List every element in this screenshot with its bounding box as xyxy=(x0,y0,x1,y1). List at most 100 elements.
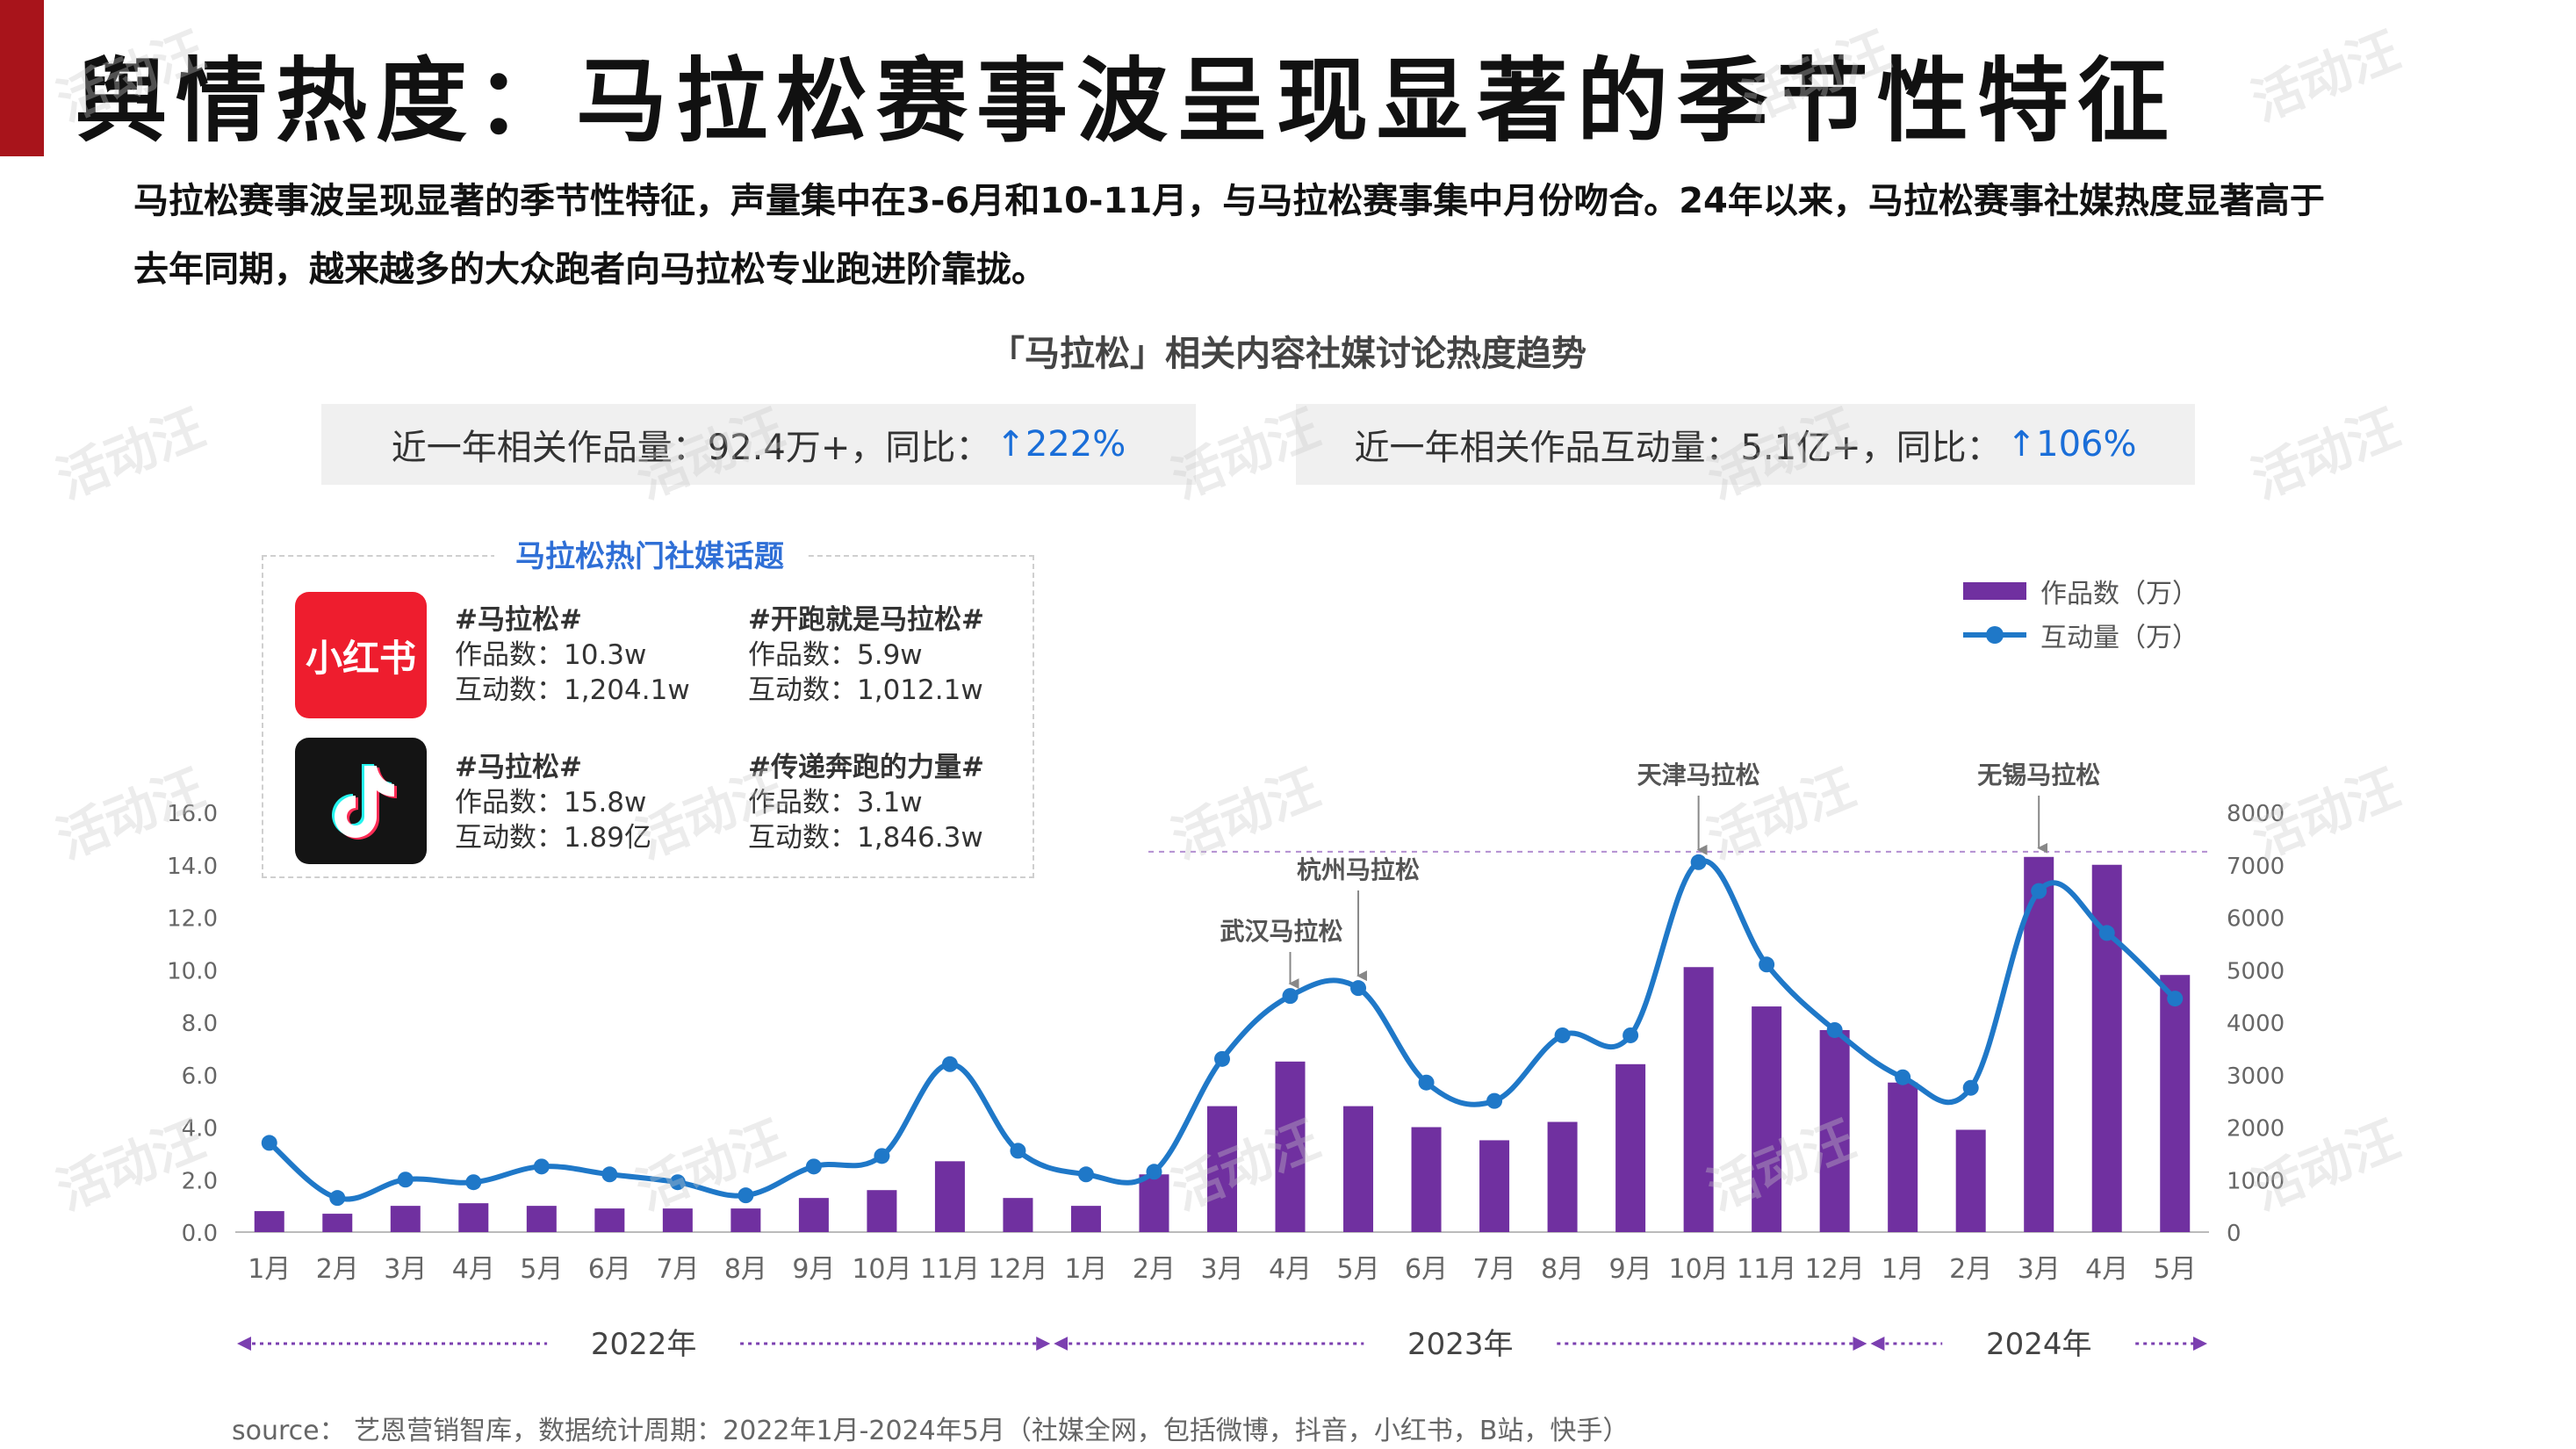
y-right-tick-label: 6000 xyxy=(2227,906,2285,933)
x-tick-label: 4月 xyxy=(2085,1254,2128,1285)
y-right-tick-label: 0 xyxy=(2227,1221,2241,1247)
y-right-tick-label: 2000 xyxy=(2227,1116,2285,1143)
bar-works xyxy=(934,1161,965,1232)
point-interactions xyxy=(397,1171,414,1188)
x-tick-label: 1月 xyxy=(1064,1254,1107,1285)
source-note: source： 艺恩营销智库，数据统计周期：2022年1月-2024年5月（社媒… xyxy=(232,1416,1630,1446)
point-interactions xyxy=(2167,991,2184,1007)
x-tick-label: 8月 xyxy=(1541,1254,1584,1285)
point-interactions xyxy=(1010,1143,1026,1159)
x-tick-label: 1月 xyxy=(248,1254,291,1285)
douyin-icon xyxy=(332,764,397,840)
x-tick-label: 6月 xyxy=(588,1254,631,1285)
bar-works xyxy=(2024,856,2054,1232)
y-left-tick-label: 2.0 xyxy=(182,1168,218,1194)
point-interactions xyxy=(1895,1069,1911,1085)
x-tick-label: 8月 xyxy=(724,1254,767,1285)
x-tick-label: 7月 xyxy=(1473,1254,1516,1285)
bar-works xyxy=(254,1211,284,1232)
chart-title: 「马拉松」相关内容社媒讨论热度趋势 xyxy=(989,334,1587,374)
x-tick-label: 9月 xyxy=(1609,1254,1652,1285)
chart-legend: 作品数（万） 互动量（万） xyxy=(1963,569,2198,657)
x-tick-label: 5月 xyxy=(520,1254,563,1285)
x-tick-label: 12月 xyxy=(1805,1254,1865,1285)
x-tick-label: 11月 xyxy=(920,1254,980,1285)
x-tick-label: 10月 xyxy=(852,1254,911,1285)
x-tick-label: 2月 xyxy=(316,1254,359,1285)
bar-works xyxy=(1139,1174,1169,1232)
topic-dy-2: #传递奔跑的力量# 作品数：3.1w 互动数：1,846.3w xyxy=(748,752,984,854)
x-tick-label: 2月 xyxy=(1949,1254,1992,1285)
point-interactions xyxy=(1554,1027,1571,1043)
douyin-logo xyxy=(295,738,427,864)
y-left-tick-label: 10.0 xyxy=(167,958,218,984)
bar-works xyxy=(594,1208,625,1232)
year-label: 2024年 xyxy=(1986,1327,2092,1362)
point-interactions xyxy=(1486,1092,1503,1109)
bar-works xyxy=(1207,1106,1237,1232)
y-left-tick-label: 4.0 xyxy=(182,1116,218,1143)
topic-xhs-2: #开跑就是马拉松# 作品数：5.9w 互动数：1,012.1w xyxy=(748,604,984,706)
stat-box-works: 近一年相关作品量：92.4万+，同比： ↑222% xyxy=(321,404,1196,485)
stat-box-interactions: 近一年相关作品互动量：5.1亿+，同比： ↑106% xyxy=(1296,404,2195,485)
point-interactions xyxy=(1214,1050,1230,1067)
x-tick-label: 3月 xyxy=(384,1254,427,1285)
bar-works xyxy=(526,1206,557,1232)
accent-bar xyxy=(0,0,44,156)
annotation-label: 杭州马拉松 xyxy=(1297,855,1420,884)
y-right-tick-label: 3000 xyxy=(2227,1063,2285,1090)
point-interactions xyxy=(1350,980,1367,997)
point-interactions xyxy=(669,1174,686,1191)
point-interactions xyxy=(1146,1164,1162,1180)
bar-works xyxy=(1888,1082,1918,1232)
y-right-tick-label: 8000 xyxy=(2227,801,2285,827)
bar-works xyxy=(1819,1029,1850,1232)
x-tick-label: 4月 xyxy=(1269,1254,1312,1285)
bar-works xyxy=(867,1190,897,1232)
x-tick-label: 11月 xyxy=(1737,1254,1796,1285)
bar-works xyxy=(458,1203,489,1232)
point-interactions xyxy=(738,1187,754,1204)
summary-text: 马拉松赛事波呈现显著的季节性特征，声量集中在3-6月和10-11月，与马拉松赛事… xyxy=(133,181,2325,290)
bar-works xyxy=(798,1198,829,1232)
point-interactions xyxy=(1759,956,1775,973)
x-tick-label: 3月 xyxy=(2018,1254,2061,1285)
x-tick-label: 3月 xyxy=(1200,1254,1243,1285)
point-interactions xyxy=(1623,1027,1639,1043)
point-interactions xyxy=(2098,925,2115,941)
topic-dy-1: #马拉松# 作品数：15.8w 互动数：1.89亿 xyxy=(455,752,652,854)
bar-works xyxy=(1479,1140,1510,1232)
x-tick-label: 1月 xyxy=(1882,1254,1925,1285)
point-interactions xyxy=(1690,854,1707,870)
y-left-tick-label: 14.0 xyxy=(167,854,218,880)
y-left-tick-label: 8.0 xyxy=(182,1011,218,1037)
year-label: 2023年 xyxy=(1407,1327,1514,1362)
y-left-tick-label: 16.0 xyxy=(167,801,218,827)
bar-works xyxy=(1955,1129,1986,1232)
point-interactions xyxy=(1826,1021,1843,1038)
y-right-tick-label: 1000 xyxy=(2227,1168,2285,1194)
bar-works xyxy=(1547,1121,1578,1232)
x-tick-label: 9月 xyxy=(792,1254,835,1285)
annotation-label: 武汉马拉松 xyxy=(1220,917,1343,946)
y-right-tick-label: 4000 xyxy=(2227,1011,2285,1037)
legend-item-works: 作品数（万） xyxy=(1963,569,2198,613)
y-right-tick-label: 7000 xyxy=(2227,854,2285,880)
legend-item-interactions: 互动量（万） xyxy=(1963,613,2198,657)
point-interactions xyxy=(329,1190,346,1207)
y-left-tick-label: 6.0 xyxy=(182,1063,218,1090)
point-interactions xyxy=(941,1056,958,1072)
bar-works xyxy=(1752,1006,1782,1232)
bar-works xyxy=(322,1214,353,1232)
legend-line-swatch xyxy=(1963,626,2026,644)
point-interactions xyxy=(261,1135,277,1151)
point-interactions xyxy=(1282,988,1299,1005)
point-interactions xyxy=(465,1174,482,1191)
x-tick-label: 12月 xyxy=(988,1254,1047,1285)
point-interactions xyxy=(1077,1166,1094,1183)
x-tick-label: 10月 xyxy=(1669,1254,1729,1285)
topic-xhs-1: #马拉松# 作品数：10.3w 互动数：1,204.1w xyxy=(455,604,690,706)
bar-works xyxy=(1683,967,1714,1232)
y-left-tick-label: 12.0 xyxy=(167,906,218,933)
